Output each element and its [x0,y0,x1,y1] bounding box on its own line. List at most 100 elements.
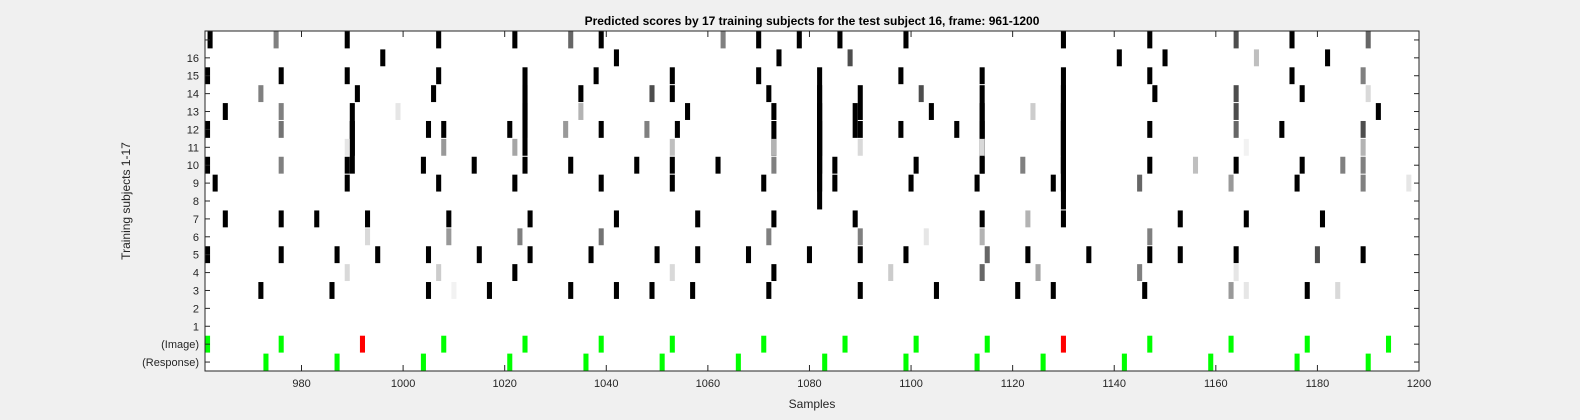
score-mark [974,353,980,371]
score-mark [476,246,482,264]
score-mark [522,156,528,174]
score-mark [263,353,269,371]
score-mark [669,138,675,156]
score-mark [1025,246,1031,264]
score-mark [1121,353,1127,371]
score-mark [654,246,660,264]
score-mark [771,103,777,120]
score-mark [583,353,589,371]
score-mark [720,31,726,49]
score-mark [1360,67,1366,85]
score-mark [588,246,594,264]
score-mark [1365,353,1371,371]
score-mark [446,210,452,228]
score-mark [1233,120,1239,138]
score-mark [258,282,264,299]
score-mark [278,210,284,228]
y-tick-label: (Image) [161,339,199,351]
score-mark [365,210,371,228]
score-mark [578,85,584,103]
score-mark [436,67,442,85]
x-tick-label: 1100 [899,378,923,390]
score-mark [441,138,447,156]
score-mark [888,264,894,282]
score-mark [695,210,701,228]
score-mark [903,353,909,371]
score-mark [984,335,990,353]
y-tick-label: 11 [188,142,199,154]
score-mark [1243,210,1249,228]
score-mark [1360,138,1366,156]
score-mark [1147,228,1153,246]
score-mark [451,282,457,299]
score-mark [669,335,675,353]
score-mark [593,67,599,85]
score-mark [771,120,777,156]
score-mark [278,103,284,120]
score-mark [979,138,985,156]
score-mark [685,103,691,120]
score-mark [1243,138,1249,156]
score-mark [776,49,782,67]
score-mark [766,85,772,103]
score-mark [695,246,701,264]
score-mark [1233,31,1239,49]
score-mark [735,353,741,371]
plot-area [205,31,1419,371]
score-mark [1233,264,1239,282]
score-mark [1233,156,1239,174]
score-mark [1086,246,1092,264]
score-mark [471,156,477,174]
score-mark [1340,156,1346,174]
score-mark [349,120,355,174]
score-mark [613,49,619,67]
score-mark [425,120,432,138]
score-mark [715,156,721,174]
score-mark [598,174,604,192]
score-mark [1385,335,1392,353]
score-mark [1152,85,1158,103]
score-mark [669,156,675,174]
y-tick-label: 15 [187,71,199,83]
score-mark [857,282,863,299]
score-mark [857,246,863,264]
score-mark [1360,246,1366,264]
score-mark [669,174,675,192]
score-mark [314,210,320,228]
y-tick-label: 16 [187,53,199,65]
y-tick-label: 7 [193,214,199,226]
score-mark [344,67,350,85]
score-mark [1030,103,1036,120]
x-tick-label: 1180 [1306,378,1330,390]
score-mark [1279,120,1285,138]
y-tick-label: 13 [187,107,199,119]
score-mark [903,31,909,49]
score-mark [598,335,604,353]
score-mark [1192,156,1199,174]
score-mark [568,156,574,174]
score-mark [512,264,518,282]
score-mark [425,246,432,264]
score-mark [898,67,904,85]
score-mark [598,31,604,49]
score-mark [771,138,777,156]
score-mark [1243,282,1249,299]
score-mark [1116,49,1122,67]
score-mark [1294,353,1300,371]
score-mark [512,174,518,192]
x-tick-label: 1020 [492,378,516,390]
score-mark [796,31,802,49]
score-mark [756,31,762,49]
score-mark [1040,353,1046,371]
score-mark [1319,210,1326,228]
score-mark [486,282,492,299]
y-tick-label: 5 [193,250,199,262]
score-mark [1365,31,1371,49]
score-mark [278,120,284,138]
score-mark [903,246,909,264]
score-mark [1177,210,1183,228]
score-mark [979,67,985,85]
score-mark [979,156,985,174]
score-mark [1162,49,1168,67]
score-mark [898,120,904,138]
